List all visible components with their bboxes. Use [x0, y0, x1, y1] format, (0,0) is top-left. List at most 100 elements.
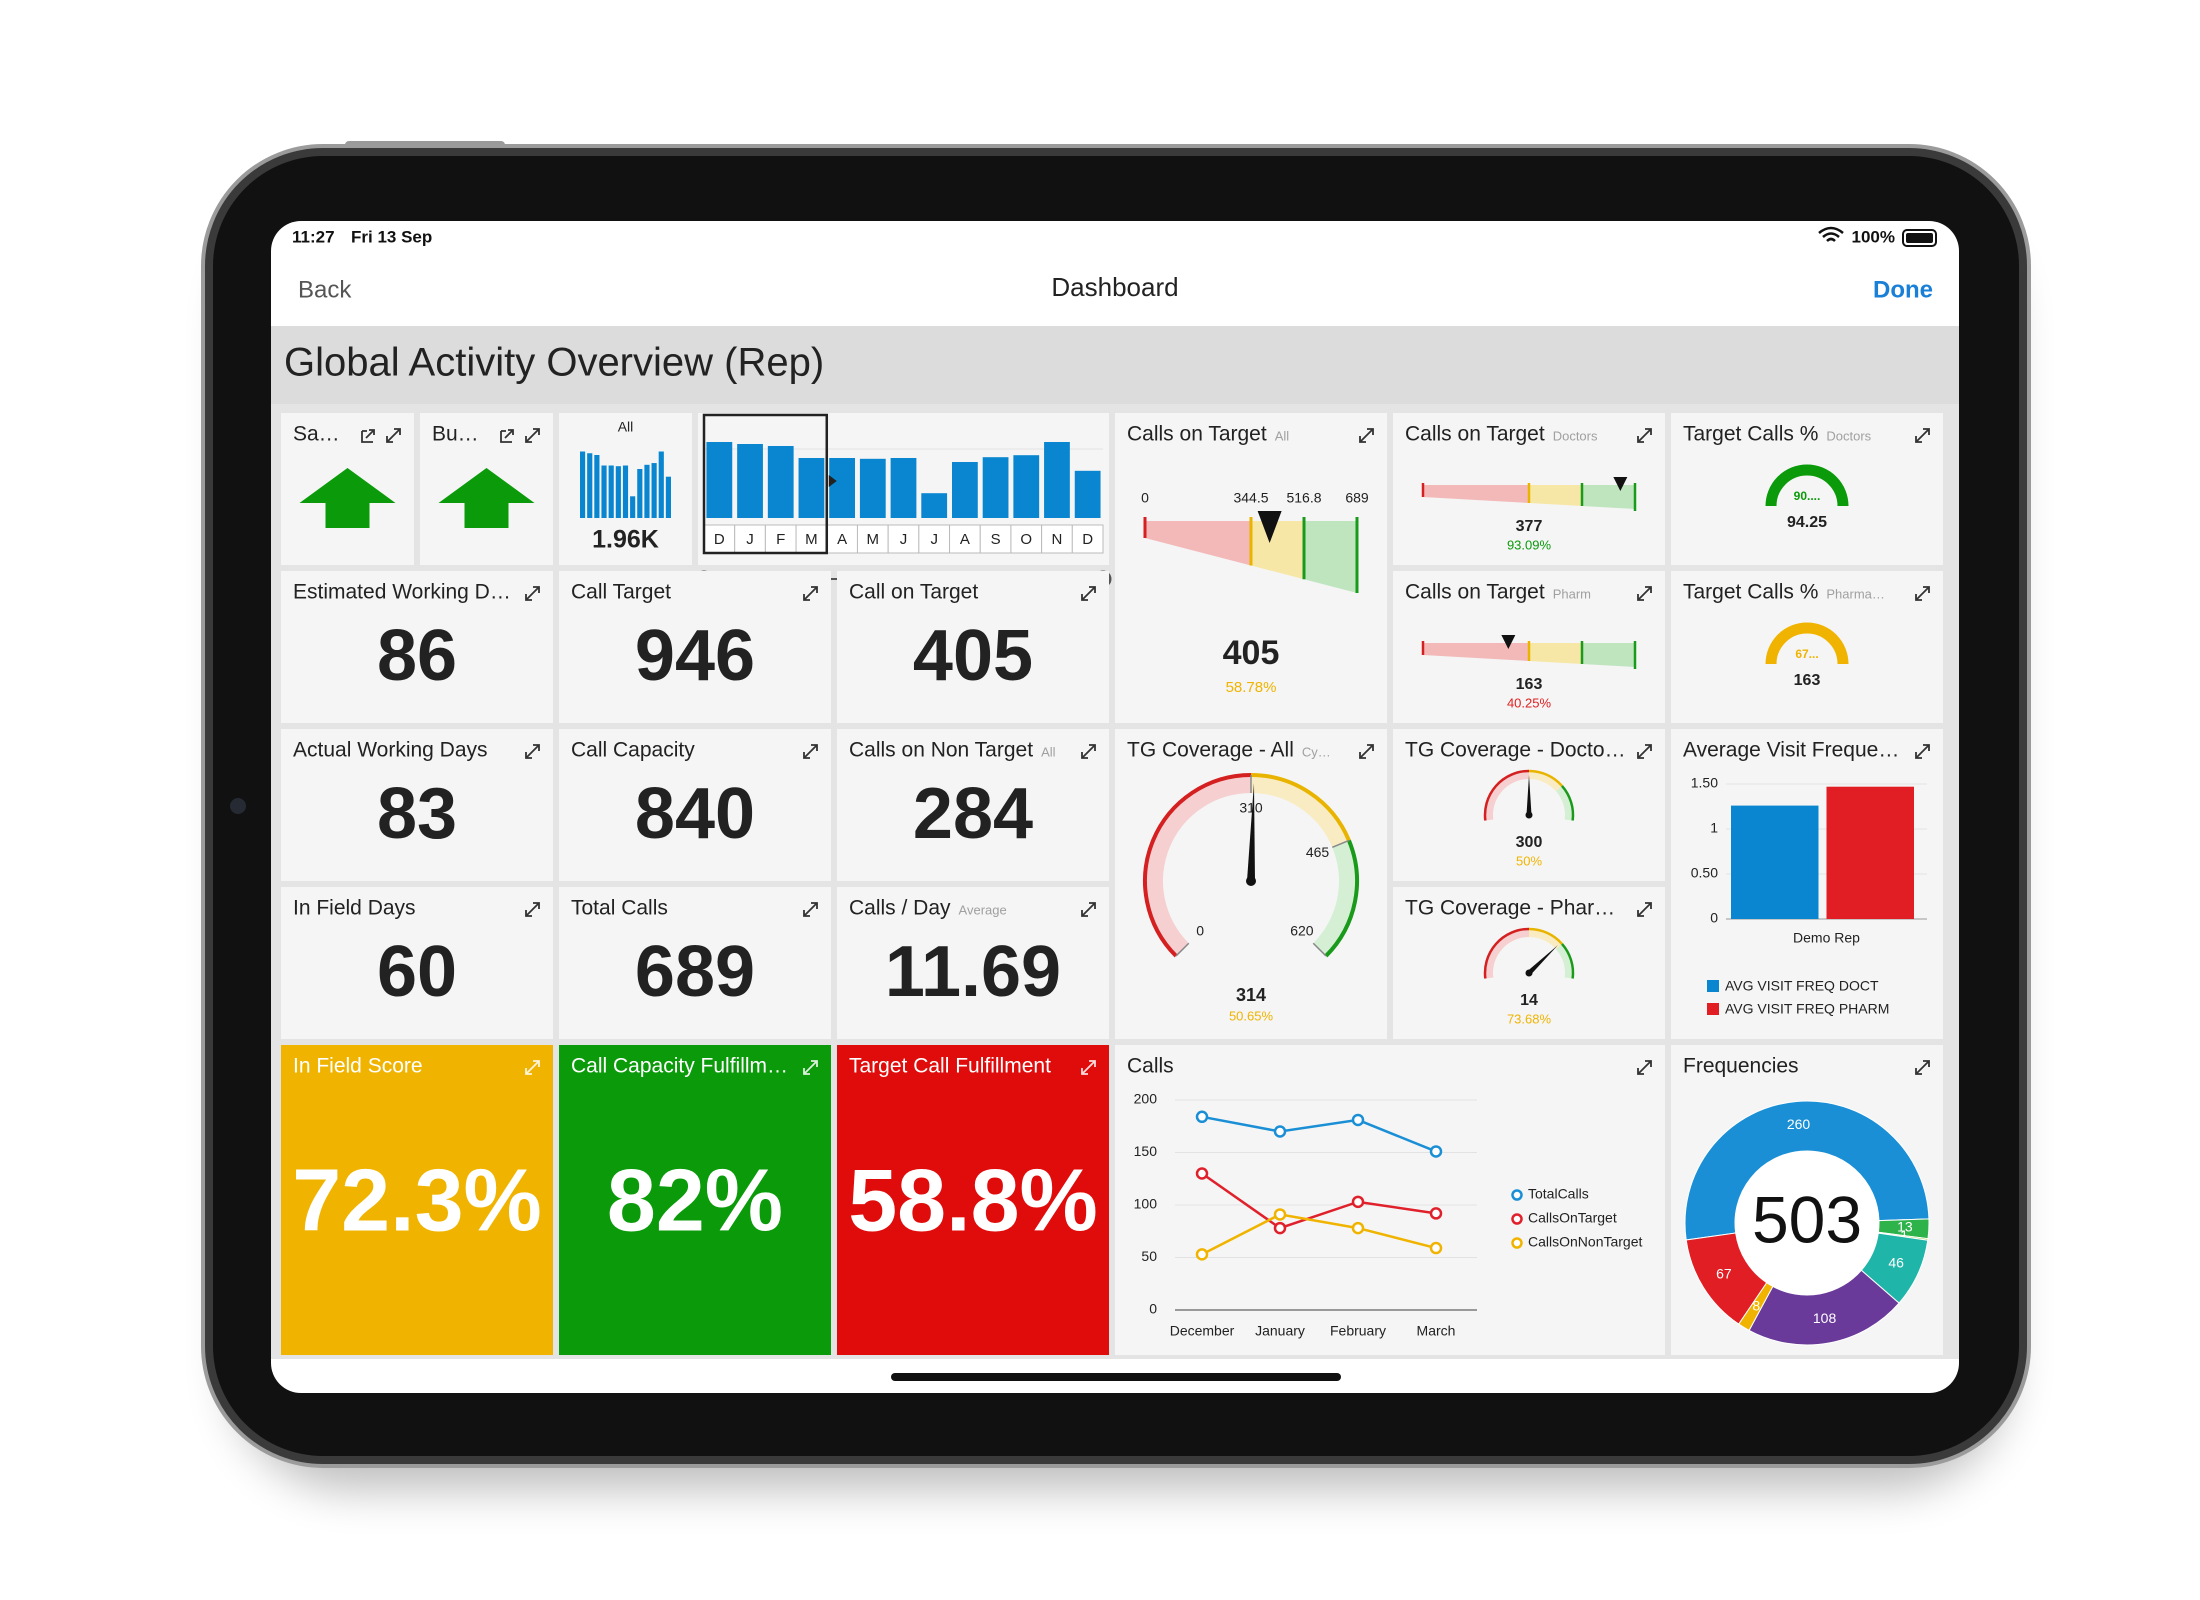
tile[interactable]: TG Coverage - Phar… 14 73.68% [1393, 887, 1665, 1039]
tile[interactable]: Estimated Working D… 86 [281, 571, 553, 723]
legend-marker [1511, 1213, 1523, 1225]
tile[interactable]: In Field Days 60 [281, 887, 553, 1039]
month-bar [1044, 442, 1070, 518]
tile[interactable]: TG Coverage - Docto… 300 50% [1393, 729, 1665, 881]
tile[interactable]: Total Calls 689 [559, 887, 831, 1039]
x-tick-label: December [1170, 1323, 1235, 1339]
expand-icon[interactable] [1081, 1060, 1096, 1075]
selection-window[interactable] [702, 413, 829, 555]
month-cell [979, 524, 1012, 554]
gauge-band [1556, 785, 1573, 821]
tile[interactable]: Call Capacity Fulfillm… 82% [559, 1045, 831, 1355]
gauge-tick [1332, 839, 1350, 849]
month-label: N [1052, 531, 1063, 548]
semi-arc-label: 90.... [1794, 489, 1821, 503]
tile-subtitle: Doctors [1826, 428, 1871, 443]
mini-bar [615, 466, 621, 518]
expand-icon[interactable] [803, 744, 818, 759]
tile[interactable]: Calls on Target Pharm 163 40.25% [1393, 571, 1665, 723]
expand-icon[interactable] [1637, 744, 1652, 759]
expand-icon[interactable] [1637, 428, 1652, 443]
expand-icon[interactable] [1081, 744, 1096, 759]
expand-icon[interactable] [1359, 428, 1374, 443]
open-icon[interactable] [500, 429, 514, 443]
expand-icon[interactable] [1915, 744, 1930, 759]
month-cell [1071, 524, 1104, 554]
nav-title: Dashboard [1051, 272, 1178, 302]
expand-icon[interactable] [803, 586, 818, 601]
back-button[interactable]: Back [298, 276, 352, 303]
expand-icon[interactable] [525, 428, 540, 443]
month-bar [737, 444, 763, 518]
tile-title: Sa… [293, 423, 340, 446]
expand-icon[interactable] [525, 1060, 540, 1075]
tile-background [559, 887, 831, 1039]
expand-icon[interactable] [1637, 1060, 1652, 1075]
bar [1731, 805, 1819, 919]
tile[interactable]: Call Target 946 [559, 571, 831, 723]
tile[interactable]: TG Coverage - All Cy… 0 310 465 620 314 50.65% [1115, 729, 1387, 1039]
tile[interactable]: Bu… [420, 413, 553, 565]
tile[interactable]: Calls on Target Doctors 377 93.09% [1393, 413, 1665, 565]
tile-title: In Field Score [293, 1055, 423, 1078]
y-tick-label: 200 [1134, 1091, 1158, 1107]
expand-icon[interactable] [1915, 1060, 1930, 1075]
expand-icon[interactable] [1359, 744, 1374, 759]
tile-subtitle: Cy… [1302, 744, 1331, 759]
expand-icon[interactable] [1915, 428, 1930, 443]
selection-marker [828, 475, 837, 487]
tile-background [281, 571, 553, 723]
tile[interactable]: Target Calls % Doctors 90.... 94.25 [1671, 413, 1943, 565]
expand-icon[interactable] [386, 428, 401, 443]
tile[interactable]: Calls / Day Average 11.69 [837, 887, 1109, 1039]
gauge-needle [1527, 945, 1558, 975]
gauge-percent: 40.25% [1507, 695, 1552, 710]
y-tick-label: 50 [1141, 1248, 1157, 1264]
needle-hub [1525, 811, 1533, 819]
expand-icon[interactable] [525, 902, 540, 917]
tile[interactable]: Sa… [281, 413, 414, 565]
tile[interactable]: Actual Working Days 83 [281, 729, 553, 881]
kpi-value: 284 [913, 774, 1033, 854]
tile[interactable]: All 1.96K [559, 413, 692, 565]
month-label: M [805, 531, 818, 548]
tile[interactable]: Target Calls % Pharma… 67... 163 [1671, 571, 1943, 723]
tile[interactable]: Target Call Fulfillment 58.8% [837, 1045, 1109, 1355]
expand-icon[interactable] [803, 902, 818, 917]
tile-title: Estimated Working D… [293, 581, 511, 604]
x-tick-label: March [1417, 1323, 1456, 1339]
tile[interactable]: Call Capacity 840 [559, 729, 831, 881]
expand-icon[interactable] [1637, 902, 1652, 917]
tile-title: Calls on Target [1127, 423, 1267, 446]
tile[interactable]: Call on Target 405 [837, 571, 1109, 723]
month-label: A [960, 531, 970, 548]
gauge-band-edge [1528, 927, 1563, 945]
tile[interactable]: Calls on Target All 0 344.5 516.8 689 405 58.78… [1115, 413, 1387, 723]
tile[interactable]: Calls 0 50 100 150 200 December January February… [1115, 1045, 1665, 1355]
series-point [1195, 1248, 1209, 1261]
month-cell [1010, 524, 1043, 554]
status-date: Fri 13 Sep [351, 227, 432, 246]
expand-icon[interactable] [1081, 902, 1096, 917]
tile[interactable]: In Field Score 72.3% [281, 1045, 553, 1355]
needle-hub [1525, 969, 1533, 977]
month-label: J [930, 531, 938, 548]
tile[interactable]: Average Visit Freque… 0 0.50 1 1.50 Demo Rep A… [1671, 729, 1943, 1039]
tile-background [1671, 571, 1943, 723]
screen: 11:27 Fri 13 Sep 100% Back Dashboard Don… [271, 221, 1959, 1393]
expand-icon[interactable] [1637, 586, 1652, 601]
tile[interactable]: Frequencies 260 131 46 108 8 67 503 [1671, 1045, 1943, 1355]
tile-subtitle: Doctors [1553, 428, 1598, 443]
open-icon[interactable] [361, 429, 375, 443]
expand-icon[interactable] [525, 744, 540, 759]
tile-title: In Field Days [293, 897, 416, 920]
expand-icon[interactable] [1081, 586, 1096, 601]
done-button[interactable]: Done [1873, 276, 1933, 303]
tile[interactable]: Calls on Non Target All 284 [837, 729, 1109, 881]
expand-icon[interactable] [525, 586, 540, 601]
gauge-value: 314 [1236, 985, 1266, 1005]
legend-swatch [1707, 1003, 1719, 1015]
expand-icon[interactable] [1915, 586, 1930, 601]
expand-icon[interactable] [803, 1060, 818, 1075]
